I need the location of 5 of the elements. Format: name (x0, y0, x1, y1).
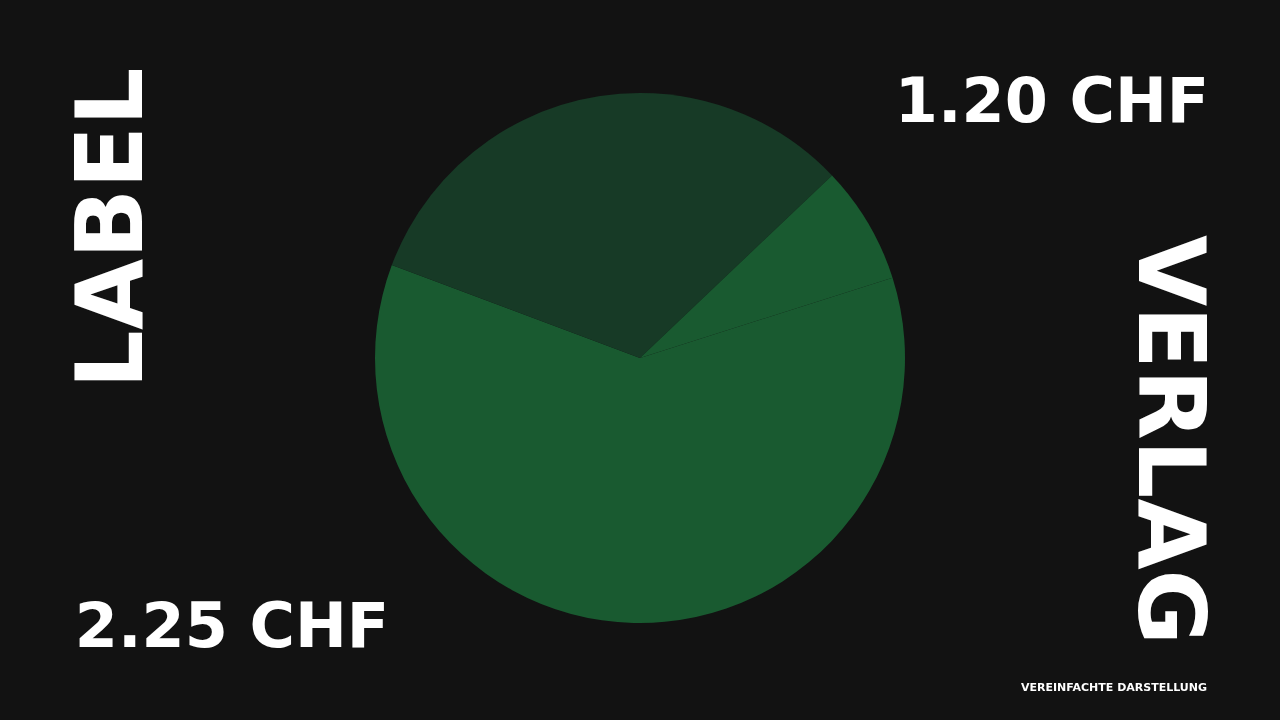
text: LABEL (56, 67, 164, 389)
text: VERLAG (1116, 234, 1224, 646)
text: 1.20 CHF (894, 63, 1210, 137)
text: VEREINFACHTE DARSTELLUNG (1020, 680, 1208, 694)
text: 2.25 CHF (74, 588, 390, 662)
